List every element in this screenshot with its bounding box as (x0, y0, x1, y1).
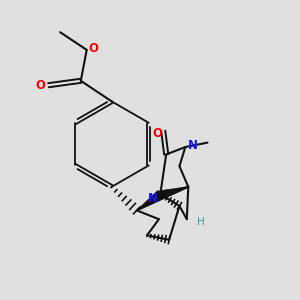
Polygon shape (137, 190, 163, 210)
Text: N: N (148, 192, 158, 205)
Text: N: N (188, 139, 198, 152)
Polygon shape (159, 187, 188, 198)
Text: H: H (197, 217, 205, 226)
Text: O: O (35, 79, 45, 92)
Text: O: O (89, 42, 99, 55)
Text: O: O (152, 127, 162, 140)
